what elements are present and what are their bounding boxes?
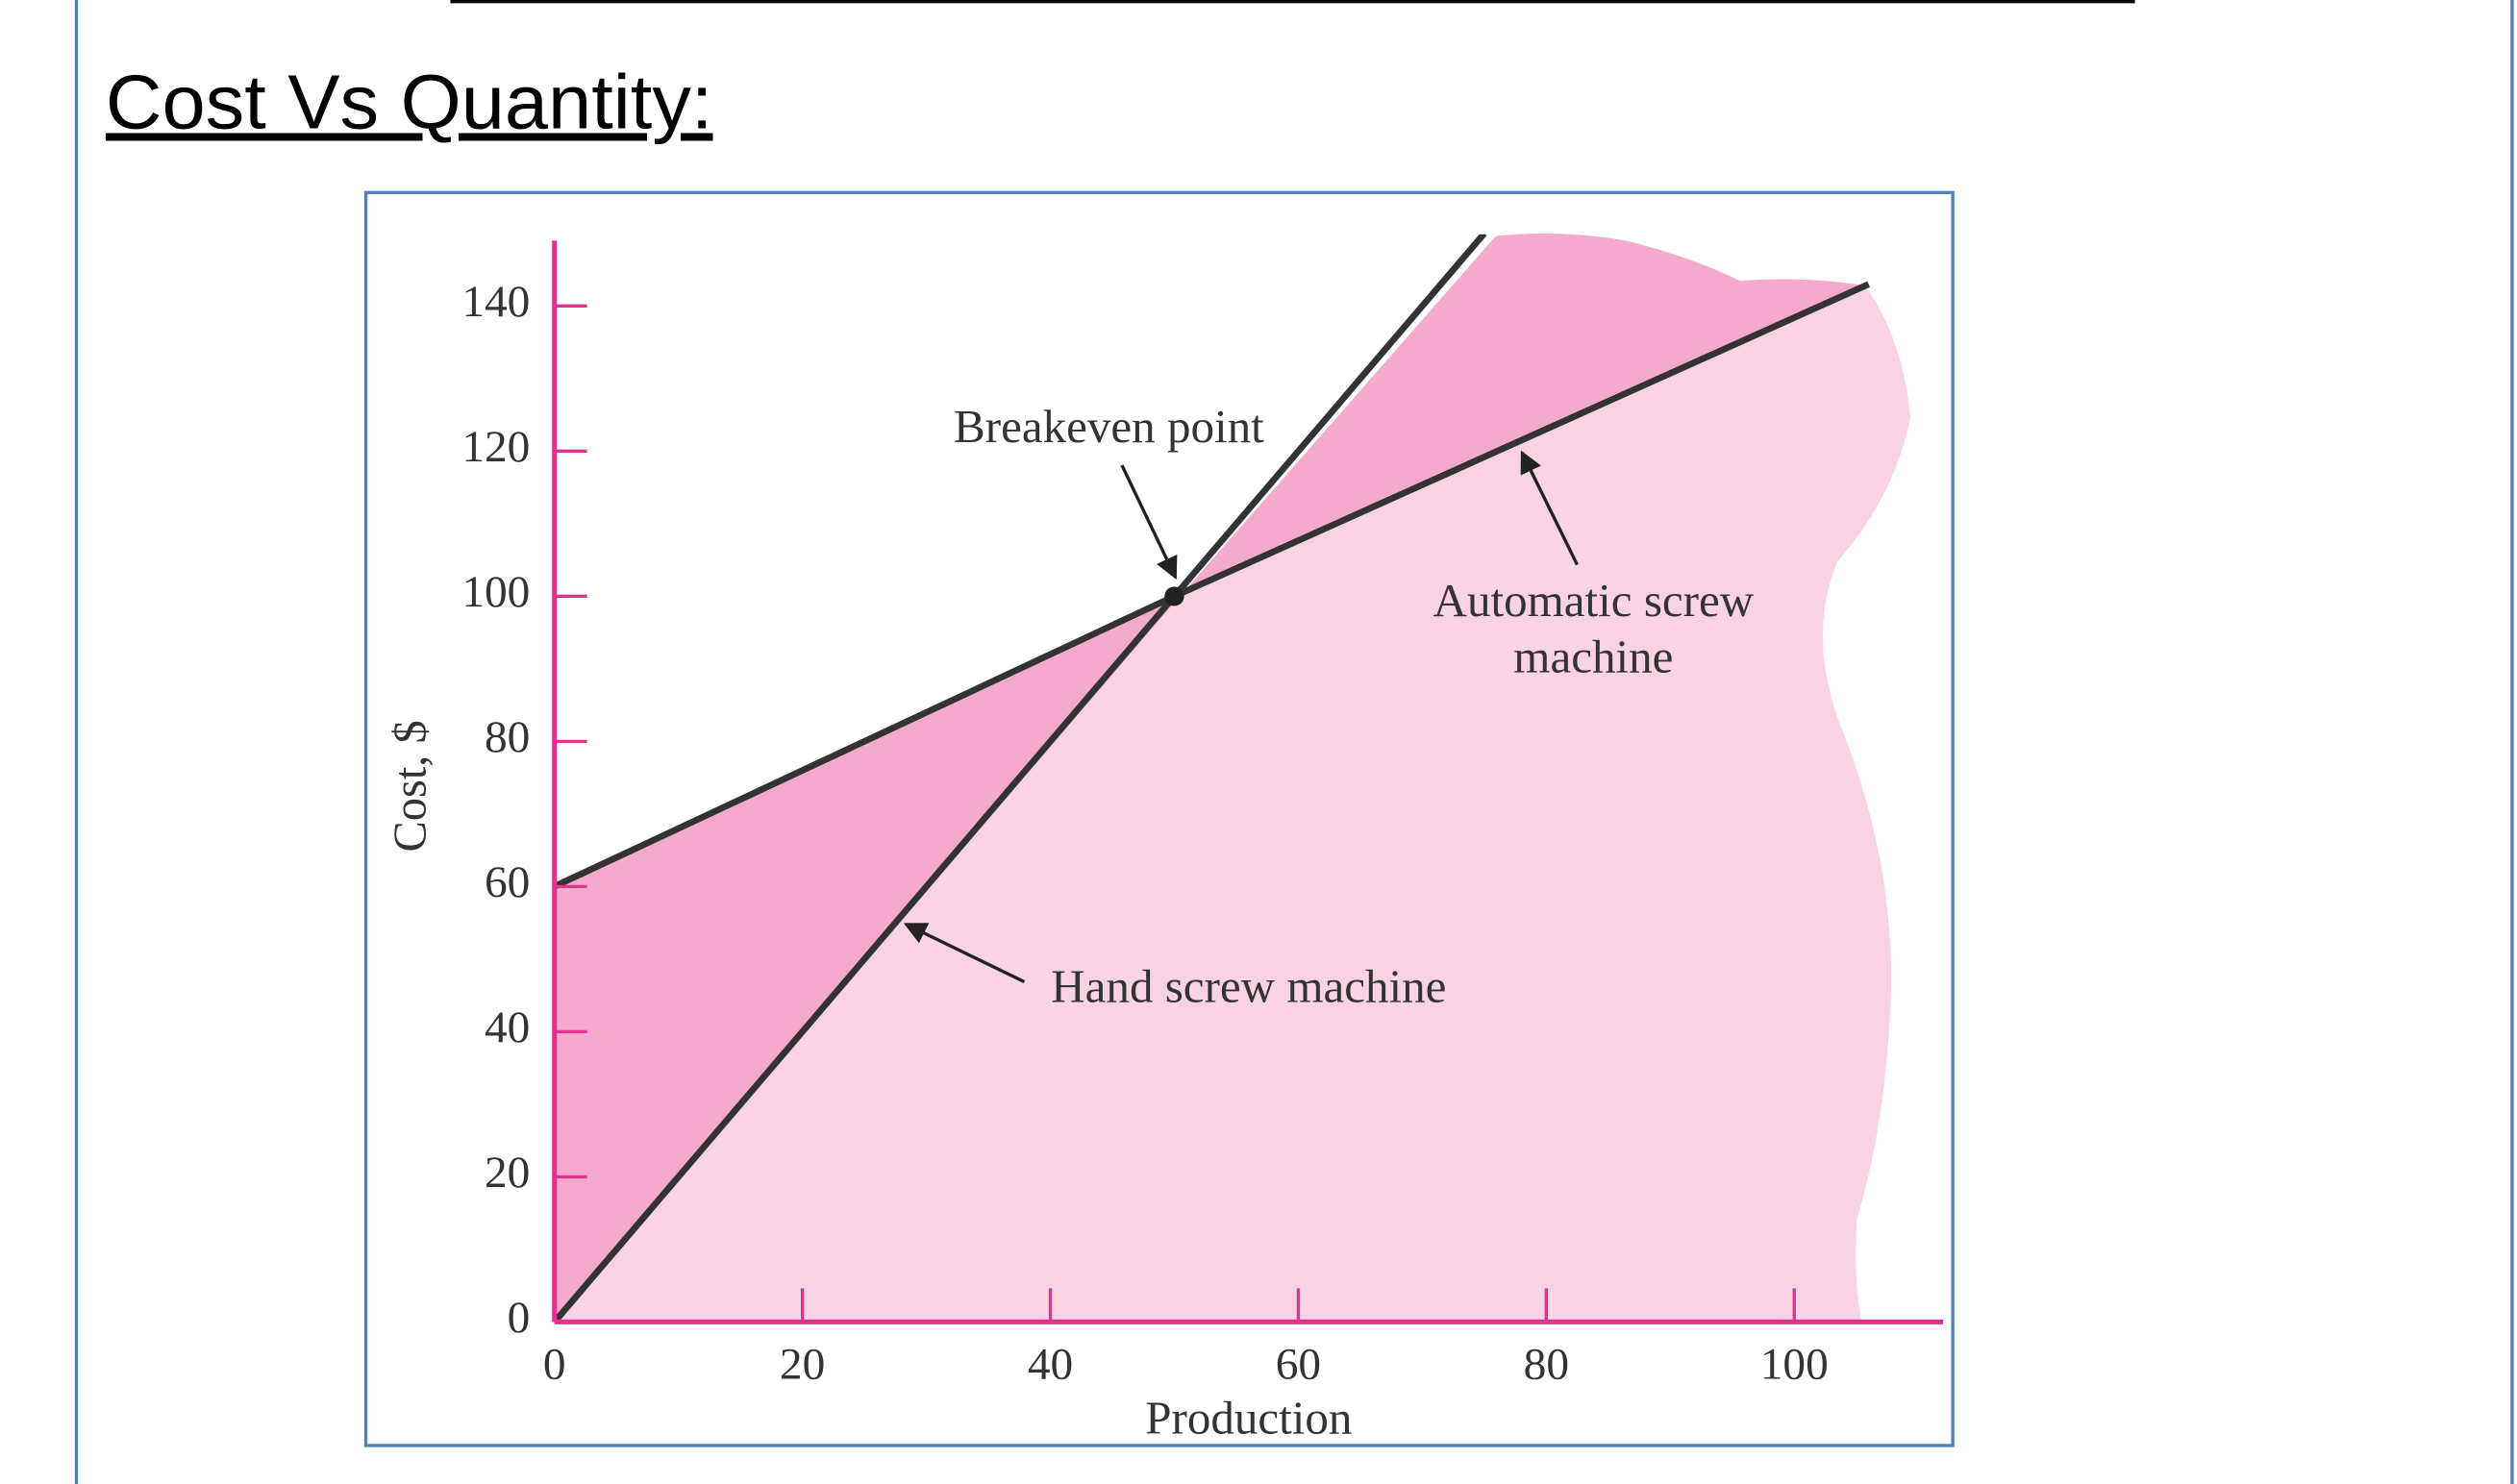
y-tick-label: 40	[485, 1002, 530, 1052]
axes: 0 20 40 60 80 100 120 140 0 20 40 60 80 100	[461, 240, 1944, 1390]
y-tick-label: 80	[485, 712, 530, 762]
annotation-arrow	[1120, 464, 1178, 581]
x-tick-label: 60	[1276, 1340, 1321, 1390]
y-tick-label: 120	[461, 422, 530, 472]
x-tick-label: 20	[780, 1340, 825, 1390]
region-light	[554, 285, 1911, 1323]
heading: Cost Vs Quantity:	[106, 60, 713, 145]
annotation-arrow	[903, 922, 1026, 984]
x-tick-label: 100	[1760, 1340, 1829, 1390]
y-tick-label: 20	[485, 1148, 530, 1198]
region-between	[1184, 233, 1865, 592]
series-label: Hand screw machine	[1051, 961, 1446, 1013]
x-tick-label: 0	[543, 1340, 566, 1390]
series-label: Automatic screw machine	[1433, 576, 1755, 684]
x-tick-label: 80	[1524, 1340, 1569, 1390]
annotation-point	[1164, 586, 1184, 606]
annotation-label: Breakeven point	[954, 401, 1264, 453]
y-axis-label: Cost, $	[384, 720, 436, 852]
y-tick-label: 0	[508, 1293, 531, 1343]
annotation-arrow	[1520, 450, 1579, 566]
series-label-box: Automatic screw machine	[1433, 576, 1755, 684]
x-axis-label: Production	[1145, 1393, 1352, 1445]
y-tick-label: 60	[485, 857, 530, 907]
y-tick-label: 100	[461, 567, 530, 617]
y-tick-label: 140	[461, 277, 530, 327]
x-tick-label: 40	[1028, 1340, 1073, 1390]
